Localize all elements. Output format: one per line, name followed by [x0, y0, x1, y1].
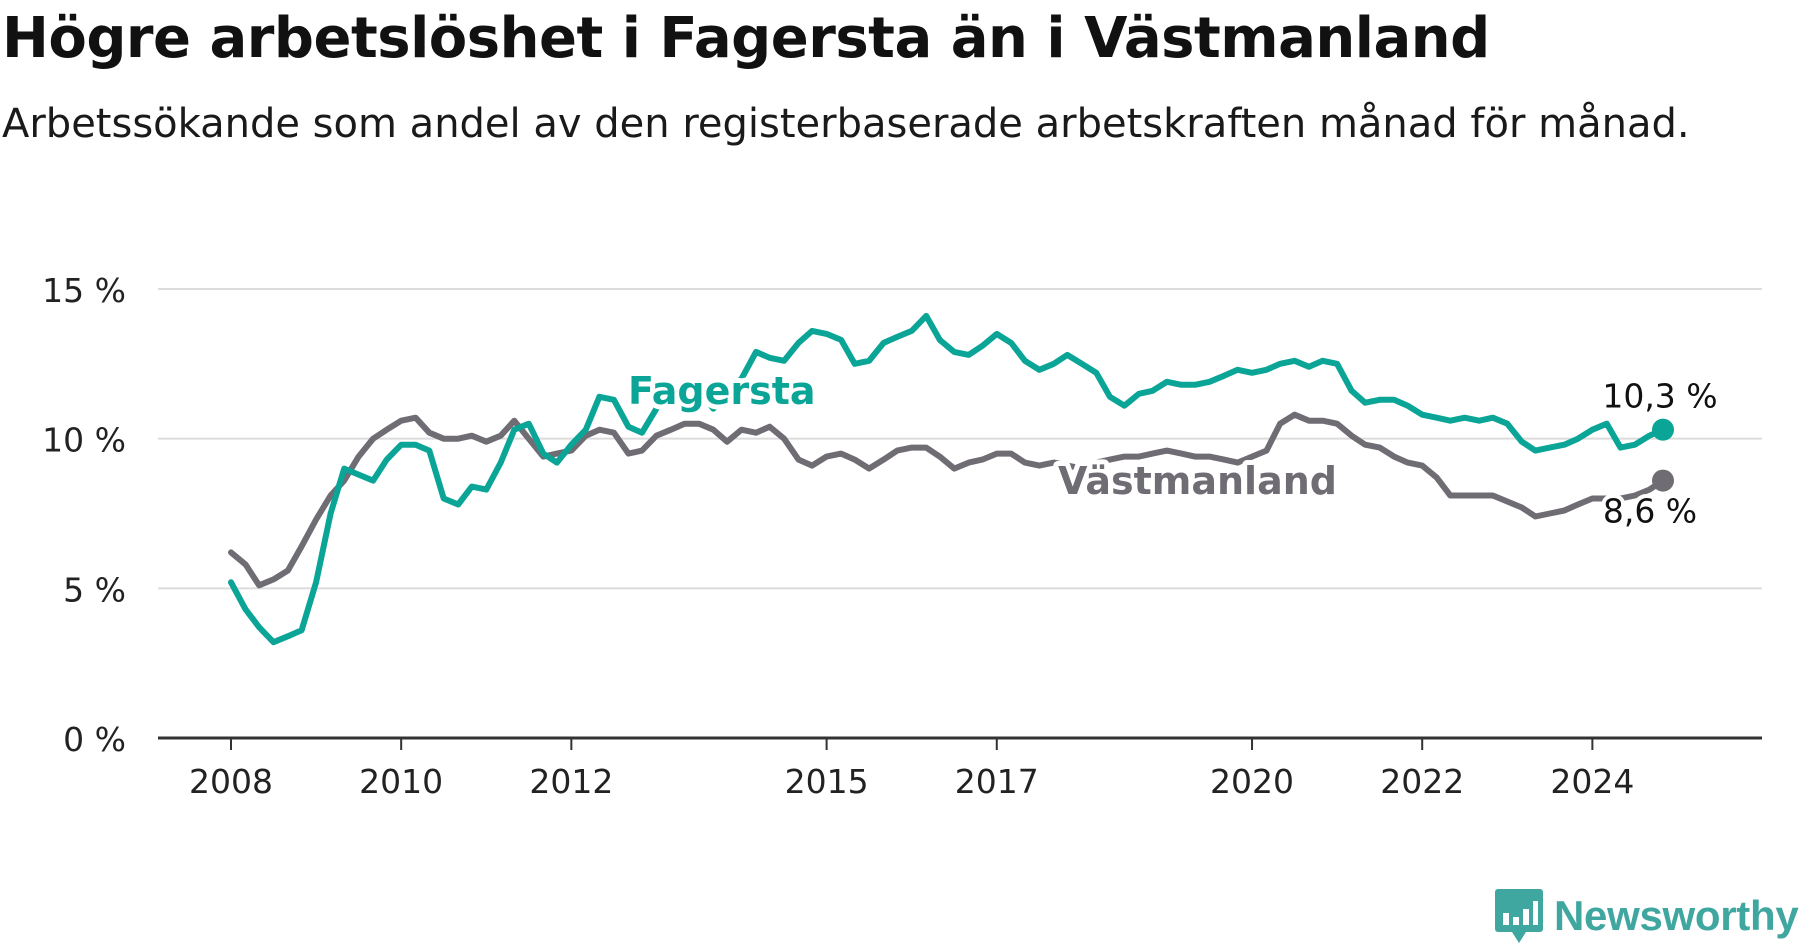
x-tick-label: 2012 [529, 762, 613, 801]
x-tick-label: 2022 [1380, 762, 1464, 801]
series-line-vastmanland [228, 411, 1666, 589]
x-axis: 2008 2010 2012 2015 2017 2020 2022 2024 [158, 736, 1762, 801]
brand-logo: Newsworthy [1494, 888, 1799, 944]
series-label-fagersta: Fagersta [628, 369, 816, 413]
gridlines [158, 288, 1762, 590]
y-tick-label: 0 % [63, 720, 126, 759]
y-tick-label: 5 % [63, 570, 126, 609]
x-tick-label: 2015 [785, 762, 869, 801]
chart-title: Högre arbetslöshet i Fagersta än i Västm… [2, 6, 1490, 71]
x-tick-label: 2017 [955, 762, 1039, 801]
y-axis: 0 % 5 % 10 % 15 % [42, 271, 126, 759]
end-label-fagersta: 10,3 % [1602, 377, 1717, 416]
series-lines [228, 312, 1674, 646]
series-labels: Fagersta Västmanland 10,3 % 8,6 % [623, 364, 1722, 535]
series-line-fagersta [228, 312, 1666, 646]
x-tick-label: 2020 [1210, 762, 1294, 801]
end-label-vastmanland: 8,6 % [1603, 492, 1697, 531]
x-tick-label: 2008 [189, 762, 273, 801]
end-point-vastmanland [1652, 469, 1674, 492]
y-tick-label: 15 % [42, 271, 126, 310]
series-label-vastmanland: Västmanland [1058, 459, 1337, 503]
x-tick-label: 2024 [1550, 762, 1634, 801]
y-tick-label: 10 % [42, 421, 126, 460]
x-tick-label: 2010 [359, 762, 443, 801]
bar-chart-speech-bubble-icon [1495, 889, 1543, 943]
chart-subtitle: Arbetssökande som andel av den registerb… [2, 101, 1690, 147]
brand-name: Newsworthy [1554, 892, 1799, 939]
end-point-fagersta [1652, 418, 1674, 441]
